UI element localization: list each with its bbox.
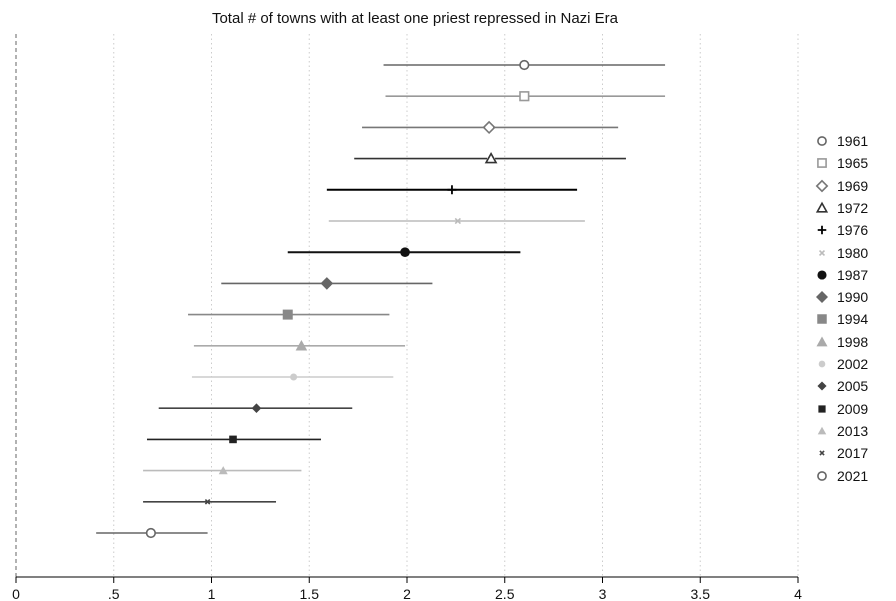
legend-item: 1969 [815,176,868,196]
marker-backing [520,61,529,69]
marker-diamond-small [817,381,827,391]
marker-triangle [295,340,308,351]
legend-label: 2013 [837,422,869,439]
gridlines [113,34,799,577]
legend-item: 1990 [815,287,868,307]
legend-marker [817,426,827,435]
marker-diamond-small [251,403,262,413]
marker-triangle-small [817,426,827,435]
legend-marker [817,136,827,146]
marker-square-small [229,435,237,444]
x-tick-label: 1.5 [300,586,320,601]
marker-square-small [818,404,826,413]
legend-marker [818,404,826,413]
legend-item: 2017 [815,443,868,463]
legend-item: 2005 [815,376,868,396]
legend-item: 1998 [815,332,868,352]
legend-item: 1965 [815,153,868,173]
marker-circle-open [145,527,156,539]
legend-label: 1976 [837,222,869,239]
legend-marker [817,470,827,481]
marker-circle [817,270,827,280]
legend-label: 2002 [837,356,869,372]
marker-x-small [204,499,211,505]
marker-backing [520,92,529,101]
legend-item: 2002 [815,354,868,374]
marker-circle-open [817,470,827,481]
legend-label: 1980 [837,244,869,261]
marker-diamond [320,277,334,290]
marker-plus [817,225,827,235]
legend-item: 1961 [815,131,868,151]
marker-square-open [817,158,827,169]
legend-label: 2005 [837,378,869,395]
marker-circle-small [290,373,298,381]
marker-diamond [816,291,828,304]
legend-item: 2009 [815,399,868,419]
legend-label: 2021 [837,467,869,484]
legend-label: 1969 [837,177,869,194]
legend-marker [817,314,827,325]
marker-square-open [519,91,530,102]
legend-label: 2009 [837,400,869,417]
legend-item: 2021 [815,466,868,486]
legend-label: 1994 [837,311,869,328]
x-tick-label: 2.5 [495,586,515,601]
legend-marker [818,360,826,368]
marker-square [282,309,293,320]
legend-marker [817,158,827,169]
x-tick-label: 4 [794,586,802,601]
legend-label: 1998 [837,333,869,350]
x-tick-label: 2 [403,586,411,601]
legend-marker [819,450,825,456]
legend-marker [817,270,827,280]
marker-backing [146,529,155,537]
chart-title: Total # of towns with at least one pries… [211,10,619,27]
legend-marker [817,381,827,391]
marker-circle [400,247,410,257]
marker-triangle-open [815,201,829,213]
marker-circle-open [817,136,827,146]
x-tick-label: 0 [12,586,20,601]
legend-label: 1961 [837,133,869,149]
marker-square [817,314,827,325]
marker-x-small [819,450,825,456]
legend-item: 1987 [815,265,868,285]
legend-marker [815,201,829,213]
legend-marker [816,291,828,304]
marker-x [818,249,826,256]
marker-circle-small [818,360,826,368]
legend-item: 1972 [815,198,868,218]
marker-diamond-open [482,120,496,135]
legend-item: 1976 [815,220,868,240]
plot-area: 0 .5 1 1.5 2 2.5 3 3.5 4 [12,34,802,601]
legend-item: 1994 [815,309,868,329]
x-axis: 0 .5 1 1.5 2 2.5 3 3.5 4 [12,576,802,601]
marker-triangle [816,336,828,347]
marker-circle-open [519,59,530,71]
marker-backing [485,123,494,132]
legend-label: 1965 [837,155,869,172]
x-tick-label: 1 [208,586,216,601]
x-tick-label: 3 [599,586,607,601]
x-tick-label: 3.5 [691,586,711,601]
legend-item: 1980 [815,243,868,263]
legend-marker [818,249,826,256]
marker-triangle-open [484,151,498,164]
marker-triangle-small [218,466,228,475]
legend-marker [817,225,827,235]
legend-label: 2017 [837,445,869,462]
marker-x [454,217,461,225]
marker-plus [447,185,457,195]
confidence-intervals [96,64,666,534]
legend-label: 1972 [837,199,869,216]
marker-diamond-open [815,179,829,192]
point-estimates [145,59,530,539]
legend-marker [816,336,828,347]
legend-label: 1990 [837,289,869,306]
x-tick-label: .5 [108,586,120,601]
legend-marker [815,179,829,192]
legend-label: 1987 [837,266,869,283]
legend-item: 2013 [815,421,868,441]
